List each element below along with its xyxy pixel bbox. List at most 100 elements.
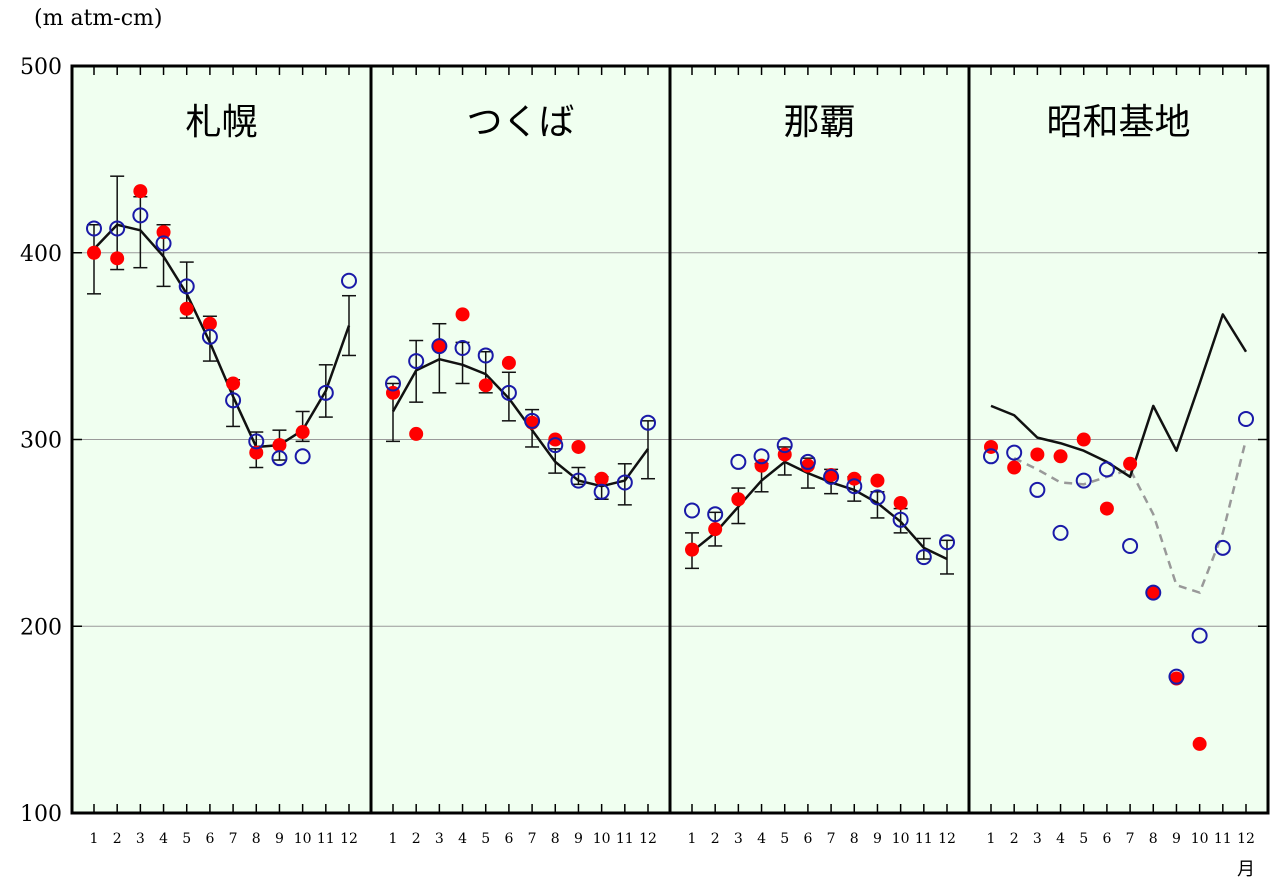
x-tick-label: 2 bbox=[412, 831, 421, 847]
x-tick-label: 7 bbox=[827, 831, 836, 847]
filled-data-point bbox=[272, 438, 287, 453]
filled-data-point bbox=[432, 339, 447, 354]
open-data-point bbox=[823, 468, 840, 485]
filled-data-point bbox=[870, 473, 885, 488]
panel-title: 那覇 bbox=[783, 102, 855, 143]
open-data-point bbox=[178, 278, 195, 295]
x-tick-label: 7 bbox=[1126, 831, 1135, 847]
open-data-point bbox=[616, 474, 633, 491]
x-tick-label: 2 bbox=[1010, 831, 1019, 847]
x-tick-label: 4 bbox=[757, 831, 766, 847]
x-tick-label: 4 bbox=[458, 831, 467, 847]
open-data-point bbox=[225, 392, 242, 409]
open-data-point bbox=[431, 338, 448, 355]
x-tick-label: 3 bbox=[435, 831, 444, 847]
x-tick-label: 10 bbox=[294, 831, 312, 847]
x-tick-label: 10 bbox=[1191, 831, 1209, 847]
open-data-point bbox=[1029, 481, 1046, 498]
x-tick-label: 9 bbox=[574, 831, 583, 847]
x-tick-label: 5 bbox=[481, 831, 490, 847]
panel-title: 札幌 bbox=[185, 102, 257, 143]
open-data-point bbox=[799, 453, 816, 470]
filled-data-point bbox=[226, 376, 241, 391]
filled-data-point bbox=[893, 495, 908, 510]
filled-data-point bbox=[202, 316, 217, 331]
open-data-point bbox=[915, 549, 932, 566]
x-tick-label: 4 bbox=[159, 831, 168, 847]
plot-frame bbox=[70, 64, 1270, 815]
filled-data-point bbox=[571, 439, 586, 454]
filled-data-point bbox=[455, 307, 470, 322]
x-tick-label: 10 bbox=[593, 831, 611, 847]
x-tick-label: 7 bbox=[528, 831, 537, 847]
filled-data-point bbox=[1053, 449, 1068, 464]
open-data-point bbox=[939, 534, 955, 551]
open-data-point bbox=[341, 272, 357, 289]
x-tick-label: 6 bbox=[1102, 831, 1111, 847]
open-data-point bbox=[477, 347, 494, 364]
y-tick-label: 200 bbox=[20, 615, 62, 640]
open-data-point bbox=[1098, 461, 1115, 478]
x-tick-label: 5 bbox=[182, 831, 191, 847]
filled-data-point bbox=[156, 225, 171, 240]
open-data-point bbox=[1238, 410, 1254, 427]
filled-data-point bbox=[133, 184, 148, 199]
y-tick-label: 500 bbox=[20, 55, 62, 80]
open-data-point bbox=[892, 511, 909, 528]
open-data-point bbox=[1145, 584, 1162, 601]
open-data-point bbox=[684, 502, 700, 519]
x-tick-label: 10 bbox=[892, 831, 910, 847]
filled-data-point bbox=[731, 492, 746, 507]
open-data-point bbox=[547, 437, 564, 454]
filled-data-point bbox=[249, 445, 264, 460]
open-data-point bbox=[500, 384, 517, 401]
filled-data-point bbox=[1007, 460, 1022, 475]
x-tick-label: 9 bbox=[873, 831, 882, 847]
mean-series-line bbox=[93, 223, 351, 449]
open-data-point bbox=[593, 483, 610, 500]
filled-data-point bbox=[409, 426, 424, 441]
x-tick-label: 11 bbox=[1214, 831, 1232, 847]
open-data-point bbox=[1214, 539, 1231, 556]
open-data-point bbox=[570, 472, 587, 489]
open-data-point bbox=[155, 235, 172, 252]
x-tick-label: 6 bbox=[205, 831, 214, 847]
x-tick-label: 7 bbox=[229, 831, 238, 847]
filled-data-point bbox=[1076, 432, 1091, 447]
x-tick-label: 9 bbox=[1172, 831, 1181, 847]
filled-data-point bbox=[110, 251, 125, 266]
x-tick-label: 12 bbox=[639, 831, 657, 847]
x-tick-label: 3 bbox=[1033, 831, 1042, 847]
filled-data-point bbox=[295, 425, 310, 440]
open-data-point bbox=[109, 220, 126, 237]
x-tick-label: 1 bbox=[987, 831, 996, 847]
x-tick-label: 6 bbox=[803, 831, 812, 847]
open-data-point bbox=[753, 448, 770, 465]
x-tick-label: 1 bbox=[90, 831, 99, 847]
filled-data-point bbox=[179, 301, 194, 316]
open-data-point bbox=[640, 414, 656, 431]
filled-data-point bbox=[1146, 585, 1161, 600]
filled-data-point bbox=[708, 522, 723, 537]
filled-data-point bbox=[87, 245, 101, 260]
open-data-point bbox=[730, 453, 747, 470]
open-data-point bbox=[524, 412, 541, 429]
y-tick-label: 300 bbox=[20, 429, 62, 454]
x-tick-label: 4 bbox=[1056, 831, 1065, 847]
x-tick-label: 11 bbox=[915, 831, 933, 847]
open-data-point bbox=[707, 506, 724, 523]
open-data-point bbox=[983, 448, 999, 465]
x-tick-label: 2 bbox=[711, 831, 720, 847]
open-data-point bbox=[846, 478, 863, 495]
x-axis-unit-label: 月 bbox=[1237, 859, 1255, 880]
open-data-point bbox=[1052, 524, 1069, 541]
x-tick-label: 5 bbox=[780, 831, 789, 847]
filled-data-point bbox=[1123, 456, 1138, 471]
y-axis-unit-label: (m atm-cm) bbox=[34, 6, 163, 31]
x-tick-label: 8 bbox=[252, 831, 261, 847]
x-tick-label: 6 bbox=[504, 831, 513, 847]
open-data-point bbox=[454, 339, 471, 356]
x-tick-label: 12 bbox=[938, 831, 956, 847]
